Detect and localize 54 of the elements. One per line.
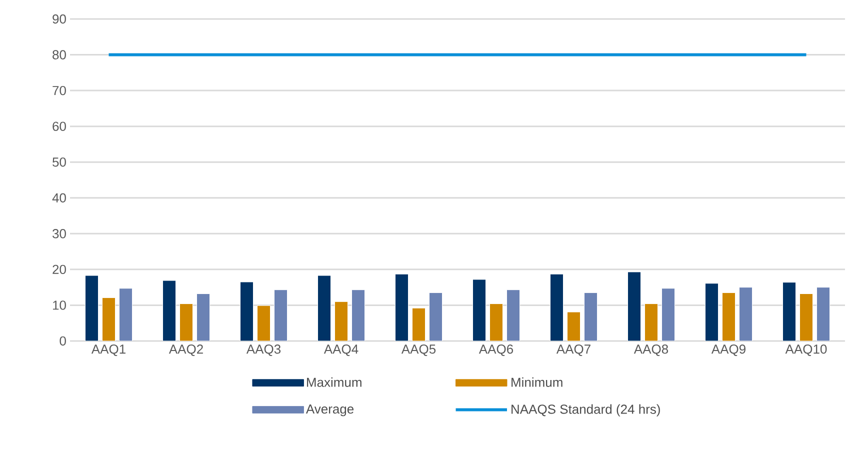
bar [412, 308, 426, 341]
x-tick-label: AAQ10 [785, 344, 827, 356]
x-tick-label: AAQ7 [556, 344, 590, 356]
x-tick-label: AAQ6 [478, 344, 514, 356]
bar [799, 294, 813, 341]
bar [627, 272, 641, 341]
x-tick-label: AAQ2 [168, 344, 203, 356]
bar [816, 287, 830, 341]
y-tick-label: 50 [52, 157, 66, 167]
x-tick-label: AAQ3 [246, 344, 281, 356]
legend-label: Minimum [512, 377, 562, 387]
legend-label: Maximum [307, 377, 362, 387]
x-tick-label: AAQ1 [91, 344, 126, 356]
bar [722, 292, 736, 341]
bar [352, 290, 366, 341]
y-tick-label: 10 [53, 300, 66, 310]
legend-label: NAAQS Standard (24 hrs) [512, 404, 660, 416]
bar [472, 279, 486, 341]
bar [738, 287, 752, 341]
x-tick-label: AAQ5 [401, 344, 436, 356]
bar [644, 304, 658, 341]
y-tick-label: 40 [52, 193, 66, 202]
x-tick-label: AAQ8 [634, 344, 668, 356]
bar [429, 292, 442, 341]
bar [180, 304, 194, 341]
bar [395, 274, 408, 341]
bar [162, 280, 176, 341]
y-tick-label: 60 [52, 122, 66, 131]
bar [506, 290, 520, 341]
bar [240, 282, 254, 341]
bar [196, 294, 210, 341]
y-tick-label: 80 [52, 50, 66, 60]
bar [257, 305, 271, 341]
bar [584, 292, 598, 341]
bar [334, 301, 348, 341]
bar [704, 283, 718, 341]
bar [119, 288, 133, 341]
bar [102, 297, 116, 341]
x-tick-label: AAQ9 [711, 344, 746, 356]
legend-label: Average [306, 404, 354, 416]
bar [274, 290, 288, 341]
y-tick-label: 20 [52, 264, 66, 274]
y-tick-label: 0 [60, 336, 66, 346]
y-tick-label: 70 [52, 86, 66, 96]
bar [782, 282, 796, 341]
bar [566, 312, 580, 341]
bar [550, 274, 564, 341]
y-tick-label: 90 [52, 14, 66, 24]
y-tick-label: 30 [52, 229, 66, 238]
bar [661, 288, 675, 341]
bar [85, 275, 99, 341]
bar [490, 304, 503, 341]
bar [318, 275, 331, 341]
x-tick-label: AAQ4 [324, 344, 358, 356]
